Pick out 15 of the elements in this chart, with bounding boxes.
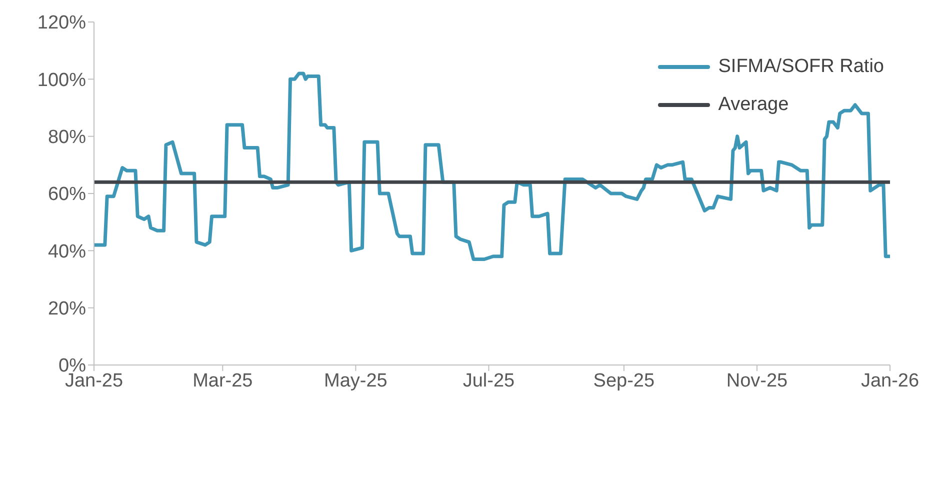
y-tick-label: 80%	[48, 127, 86, 148]
y-tick-label: 120%	[37, 12, 86, 34]
x-tick-label: Jan-26	[860, 370, 920, 392]
x-tick-label: Mar-25	[192, 370, 253, 392]
y-tick-label: 20%	[48, 298, 86, 320]
x-tick-label: May-25	[324, 370, 388, 392]
y-tick-label: 60%	[48, 184, 86, 206]
y-tick-label: 100%	[37, 70, 86, 91]
line-series	[94, 72, 890, 261]
x-tick-label: Sep-25	[593, 370, 655, 392]
x-tick-label: Jul-25	[462, 370, 515, 392]
y-tick-label: 40%	[48, 241, 86, 262]
x-tick-label: Nov-25	[726, 370, 788, 392]
legend-label: Average	[718, 94, 789, 116]
legend-label: SIFMA/SOFR Ratio	[718, 56, 884, 78]
